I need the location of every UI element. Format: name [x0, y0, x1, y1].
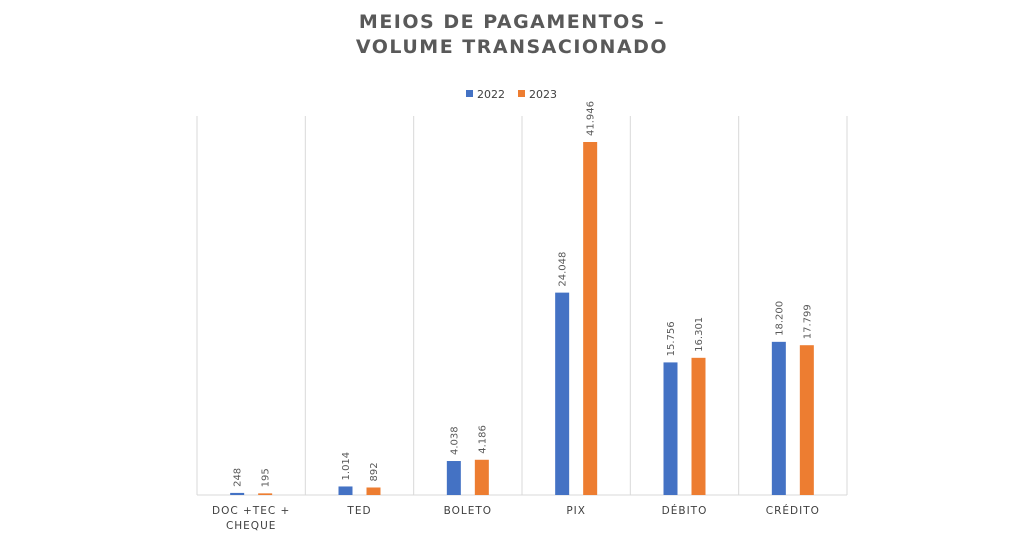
data-label: 41.946 — [586, 101, 597, 136]
bar-2022-0 — [230, 492, 245, 495]
x-tick-label: PIX — [566, 505, 586, 517]
bar-2023-0 — [258, 493, 273, 495]
x-tick-label: CHEQUE — [226, 520, 276, 532]
x-tick-label: DOC +TEC + — [212, 505, 290, 517]
legend-swatch-2023 — [518, 90, 525, 97]
legend-swatch-2022 — [466, 90, 473, 97]
data-label: 4.186 — [477, 425, 488, 454]
chart-title-line-2: VOLUME TRANSACIONADO — [355, 36, 669, 58]
data-label: 892 — [369, 462, 380, 481]
data-label: 1.014 — [341, 452, 352, 481]
data-label: 4.038 — [449, 426, 460, 455]
bar-2022-1 — [338, 486, 353, 495]
data-label: 248 — [233, 468, 244, 487]
data-label: 195 — [261, 468, 272, 487]
chart-title-line-1: MEIOS DE PAGAMENTOS – — [358, 11, 666, 33]
data-label: 17.799 — [802, 304, 813, 339]
bar-2023-3 — [583, 142, 598, 495]
bar-2022-5 — [771, 341, 786, 495]
data-label: 16.301 — [694, 317, 705, 352]
x-tick-label: TED — [346, 505, 371, 517]
x-tick-label: DÉBITO — [662, 504, 708, 517]
bar-2023-1 — [366, 487, 381, 495]
bar-2023-2 — [474, 459, 489, 495]
bar-2022-4 — [663, 362, 678, 495]
chart-title: MEIOS DE PAGAMENTOS – VOLUME TRANSACIONA… — [0, 10, 1024, 60]
legend-label-2022: 2022 — [477, 88, 505, 101]
bar-2023-5 — [799, 345, 814, 495]
legend-label-2023: 2023 — [529, 88, 557, 101]
bar-2022-2 — [446, 461, 461, 495]
data-label: 18.200 — [774, 301, 785, 336]
data-label: 24.048 — [558, 252, 569, 287]
bar-2023-4 — [691, 357, 706, 495]
x-tick-label: BOLETO — [444, 505, 492, 517]
data-label: 15.756 — [666, 321, 677, 356]
x-tick-label: CRÉDITO — [766, 504, 820, 517]
bar-2022-3 — [555, 292, 570, 495]
